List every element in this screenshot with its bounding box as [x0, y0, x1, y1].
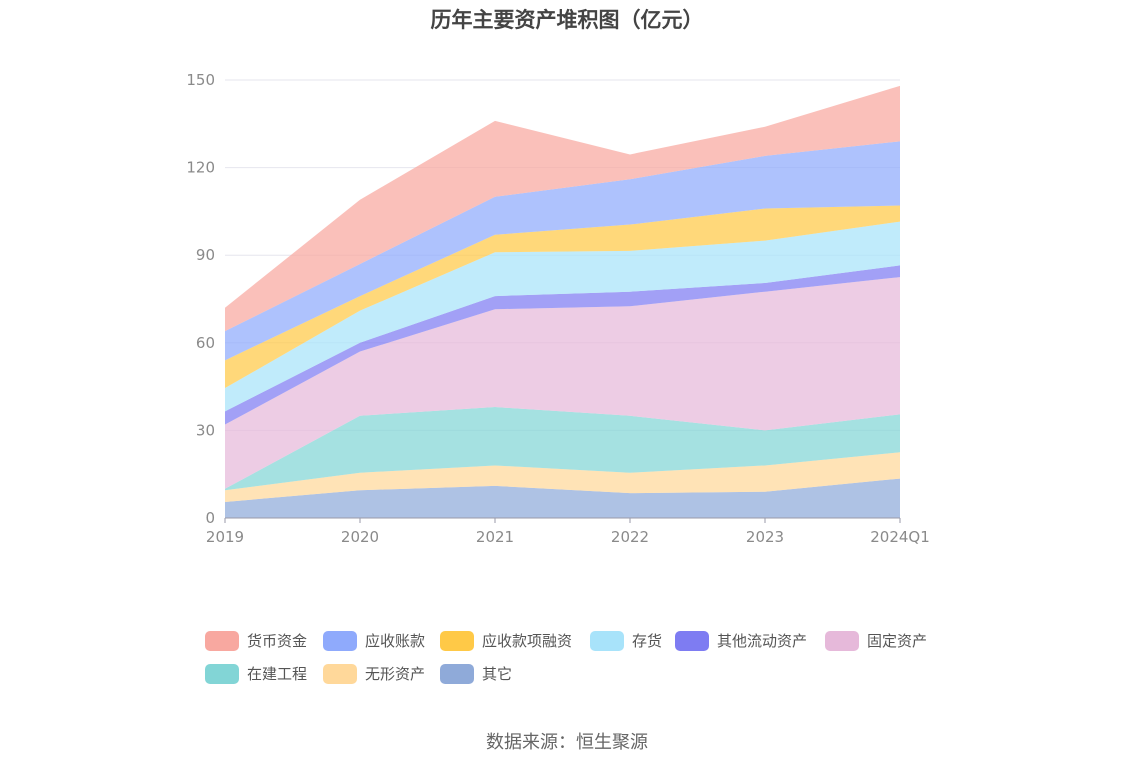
y-tick-label: 60 — [196, 334, 215, 352]
chart-title: 历年主要资产堆积图（亿元） — [430, 8, 704, 32]
y-tick-label: 30 — [196, 421, 215, 439]
y-tick-label: 120 — [186, 159, 215, 177]
legend-label: 无形资产 — [365, 665, 426, 683]
legend-swatch — [323, 663, 357, 684]
legend-label: 货币资金 — [247, 632, 308, 650]
legend-swatch — [590, 630, 624, 651]
legend-swatch — [440, 630, 474, 651]
legend-item[interactable]: 无形资产 — [323, 663, 425, 684]
x-tick-label: 2022 — [611, 528, 649, 546]
legend-swatch — [440, 663, 474, 684]
y-tick-label: 90 — [196, 246, 215, 264]
x-tick-label: 2019 — [206, 528, 244, 546]
legend-item[interactable]: 其它 — [440, 663, 512, 684]
legend-item[interactable]: 应收款项融资 — [440, 630, 572, 651]
x-tick-label: 2021 — [476, 528, 514, 546]
x-tick-label: 2020 — [341, 528, 379, 546]
area-series-3 — [225, 277, 900, 489]
legend-item[interactable]: 货币资金 — [205, 630, 307, 651]
legend-label: 其它 — [482, 665, 513, 683]
area-series-1 — [225, 452, 900, 502]
legend-item[interactable]: 在建工程 — [205, 663, 307, 684]
area-series-5 — [225, 221, 900, 412]
y-tick-label: 0 — [205, 509, 215, 527]
x-tick-label: 2023 — [746, 528, 784, 546]
legend-label: 其他流动资产 — [717, 632, 808, 650]
legend-swatch — [323, 630, 357, 651]
y-tick-label: 150 — [186, 71, 215, 89]
x-tick-label: 2024Q1 — [870, 528, 930, 546]
area-series-6 — [225, 205, 900, 389]
legend-label: 应收账款 — [365, 632, 426, 650]
legend-swatch — [205, 630, 239, 651]
legend-label: 固定资产 — [867, 632, 928, 650]
legend-item[interactable]: 应收账款 — [323, 630, 425, 651]
area-series-4 — [225, 265, 900, 425]
source-note: 数据来源：恒生聚源 — [486, 732, 648, 753]
area-series-7 — [225, 141, 900, 361]
legend-item[interactable]: 其他流动资产 — [675, 630, 807, 651]
area-series-8 — [225, 85, 900, 332]
legend-swatch — [825, 630, 859, 651]
legend-label: 应收款项融资 — [482, 632, 573, 650]
legend-label: 存货 — [632, 632, 663, 650]
legend-item[interactable]: 固定资产 — [825, 630, 927, 651]
legend-swatch — [205, 663, 239, 684]
legend-item[interactable]: 存货 — [590, 630, 662, 651]
legend-swatch — [675, 630, 709, 651]
area-series-0 — [225, 478, 900, 518]
legend-label: 在建工程 — [247, 665, 308, 683]
area-series-2 — [225, 407, 900, 491]
